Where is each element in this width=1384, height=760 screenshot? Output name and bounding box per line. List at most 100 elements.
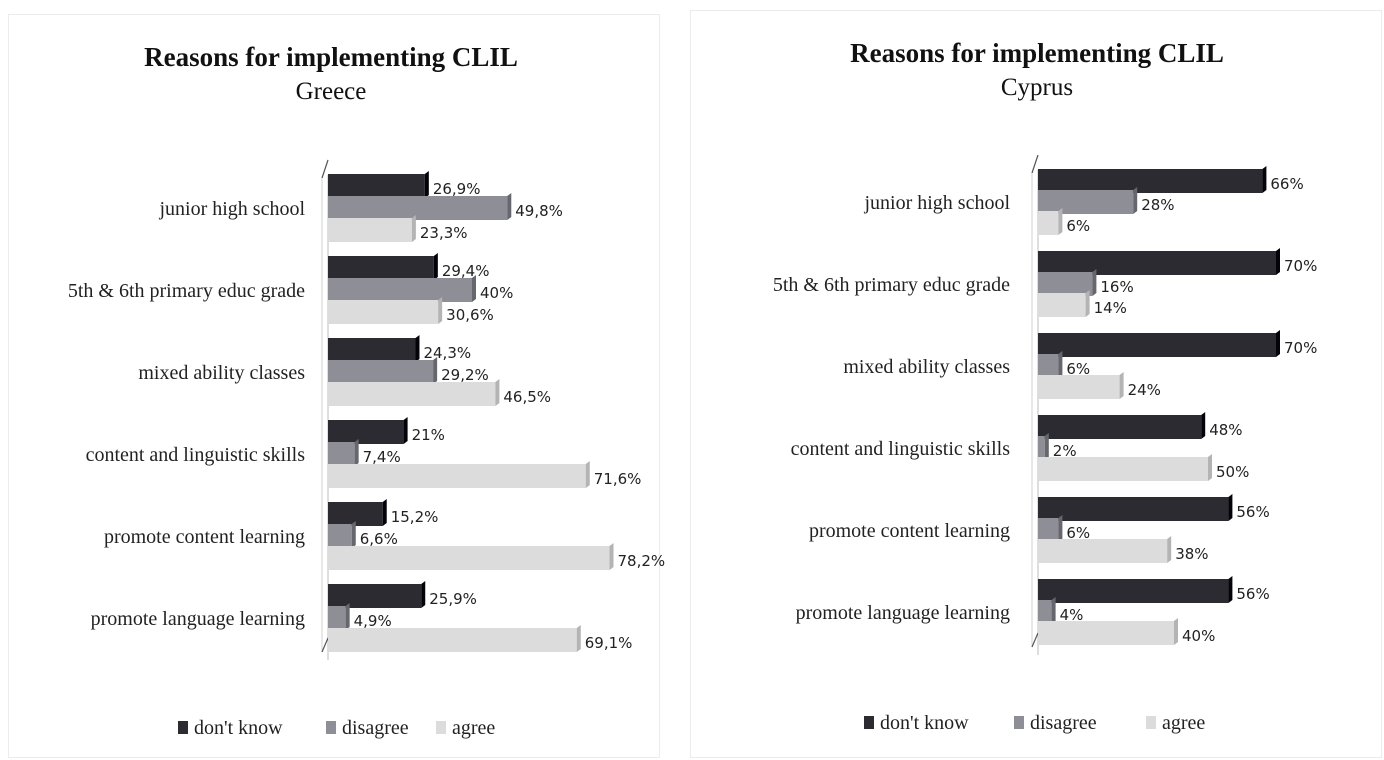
data-label: 23,3% (420, 224, 468, 242)
bar-side (1085, 290, 1090, 317)
bar-side (472, 275, 476, 302)
bar-face (328, 338, 416, 362)
bar-disagree (328, 521, 356, 548)
bar-side (411, 215, 416, 242)
bar-agree (328, 215, 416, 242)
bar-face (328, 300, 439, 324)
bar-face (328, 256, 434, 280)
data-label: 56% (1236, 503, 1269, 521)
chart-frame (690, 10, 1382, 758)
data-label: 66% (1270, 175, 1303, 193)
bar-face (1038, 251, 1276, 275)
bar-dont_know (328, 335, 420, 362)
legend-label: agree (1162, 712, 1205, 734)
bar-side (1201, 412, 1206, 439)
bar-side (1058, 515, 1063, 542)
bar-side (415, 335, 420, 362)
bar-dont_know (1038, 576, 1233, 603)
legend-item: disagree (1014, 712, 1097, 734)
bar-face (1038, 190, 1134, 214)
bar-dont_know (1038, 494, 1233, 521)
bar-disagree (328, 275, 476, 302)
legend-label: don't know (194, 717, 283, 739)
category-label: promote content learning (809, 520, 1010, 542)
bar-side (576, 625, 581, 652)
bar-agree (328, 625, 581, 652)
bar-disagree (1038, 269, 1097, 296)
category-label: content and linguistic skills (791, 438, 1011, 460)
data-label: 21% (412, 426, 445, 444)
data-label: 29,2% (441, 366, 489, 384)
legend-swatch (1014, 716, 1024, 729)
bar-face (1038, 272, 1093, 296)
data-label: 6,6% (360, 530, 398, 548)
data-label: 29,4% (442, 262, 490, 280)
bar-side (354, 439, 359, 466)
bar-face (328, 360, 434, 384)
bar-face (328, 196, 508, 220)
bar-face (1038, 375, 1120, 399)
bar-face (328, 584, 422, 608)
data-label: 71,6% (594, 470, 642, 488)
data-label: 26,9% (433, 180, 481, 198)
bar-agree (328, 461, 590, 488)
bar-face (328, 442, 355, 466)
bar-face (328, 420, 404, 444)
bar-side (1092, 269, 1097, 296)
bar-agree (328, 297, 443, 324)
legend-label: disagree (1030, 712, 1097, 734)
bar-face (1038, 457, 1208, 481)
chart-title: Reasons for implementing CLIL (144, 42, 518, 72)
data-label: 16% (1100, 278, 1133, 296)
bar-agree (1038, 618, 1178, 645)
data-label: 7,4% (363, 448, 401, 466)
category-label: promote language learning (796, 602, 1010, 624)
bar-dont_know (328, 171, 429, 198)
category-label: mixed ability classes (843, 356, 1010, 378)
data-label: 24% (1128, 381, 1161, 399)
data-label: 40% (480, 284, 513, 302)
bar-side (1058, 351, 1063, 378)
bar-disagree (1038, 351, 1063, 378)
bar-side (433, 253, 438, 280)
category-label: promote content learning (104, 526, 305, 548)
bar-disagree (1038, 515, 1063, 542)
bar-side (382, 499, 387, 526)
chart-subtitle: Greece (295, 78, 367, 105)
data-label: 46,5% (503, 388, 551, 406)
bar-dont_know (1038, 248, 1280, 275)
bar-agree (328, 543, 614, 570)
data-label: 70% (1284, 339, 1317, 357)
bar-side (1174, 618, 1178, 645)
bar-side (1133, 187, 1138, 214)
legend-item: disagree (326, 717, 409, 739)
chart-subtitle: Cyprus (1000, 74, 1074, 101)
category-label: 5th & 6th primary educ grade (68, 280, 305, 302)
bar-agree (1038, 454, 1212, 481)
data-label: 2% (1053, 442, 1077, 460)
bar-face (1038, 579, 1229, 603)
data-label: 78,2% (618, 552, 666, 570)
bar-face (328, 606, 346, 630)
data-label: 40% (1182, 627, 1215, 645)
chart-panel-cyprus: Reasons for implementing CLIL Cyprus jun… (690, 0, 1384, 760)
category-label: content and linguistic skills (86, 444, 306, 466)
bar-side (585, 461, 590, 488)
bar-face (328, 546, 610, 570)
bar-face (1038, 497, 1229, 521)
bar-disagree (328, 193, 512, 220)
bar-side (403, 417, 408, 444)
bar-side (438, 297, 443, 324)
bar-dont_know (1038, 412, 1206, 439)
legend-item: don't know (864, 712, 969, 734)
bar-agree (1038, 536, 1172, 563)
bar-disagree (328, 439, 359, 466)
data-label: 48% (1209, 421, 1242, 439)
bar-agree (328, 379, 500, 406)
bar-dont_know (1038, 166, 1267, 193)
data-label: 6% (1066, 524, 1090, 542)
bar-face (1038, 354, 1059, 378)
bar-chart-cyprus: junior high school 66% 28% 6% 5th & 6th prim… (773, 154, 1317, 734)
axis-bottom-cap (1031, 632, 1039, 648)
data-label: 28% (1141, 196, 1174, 214)
